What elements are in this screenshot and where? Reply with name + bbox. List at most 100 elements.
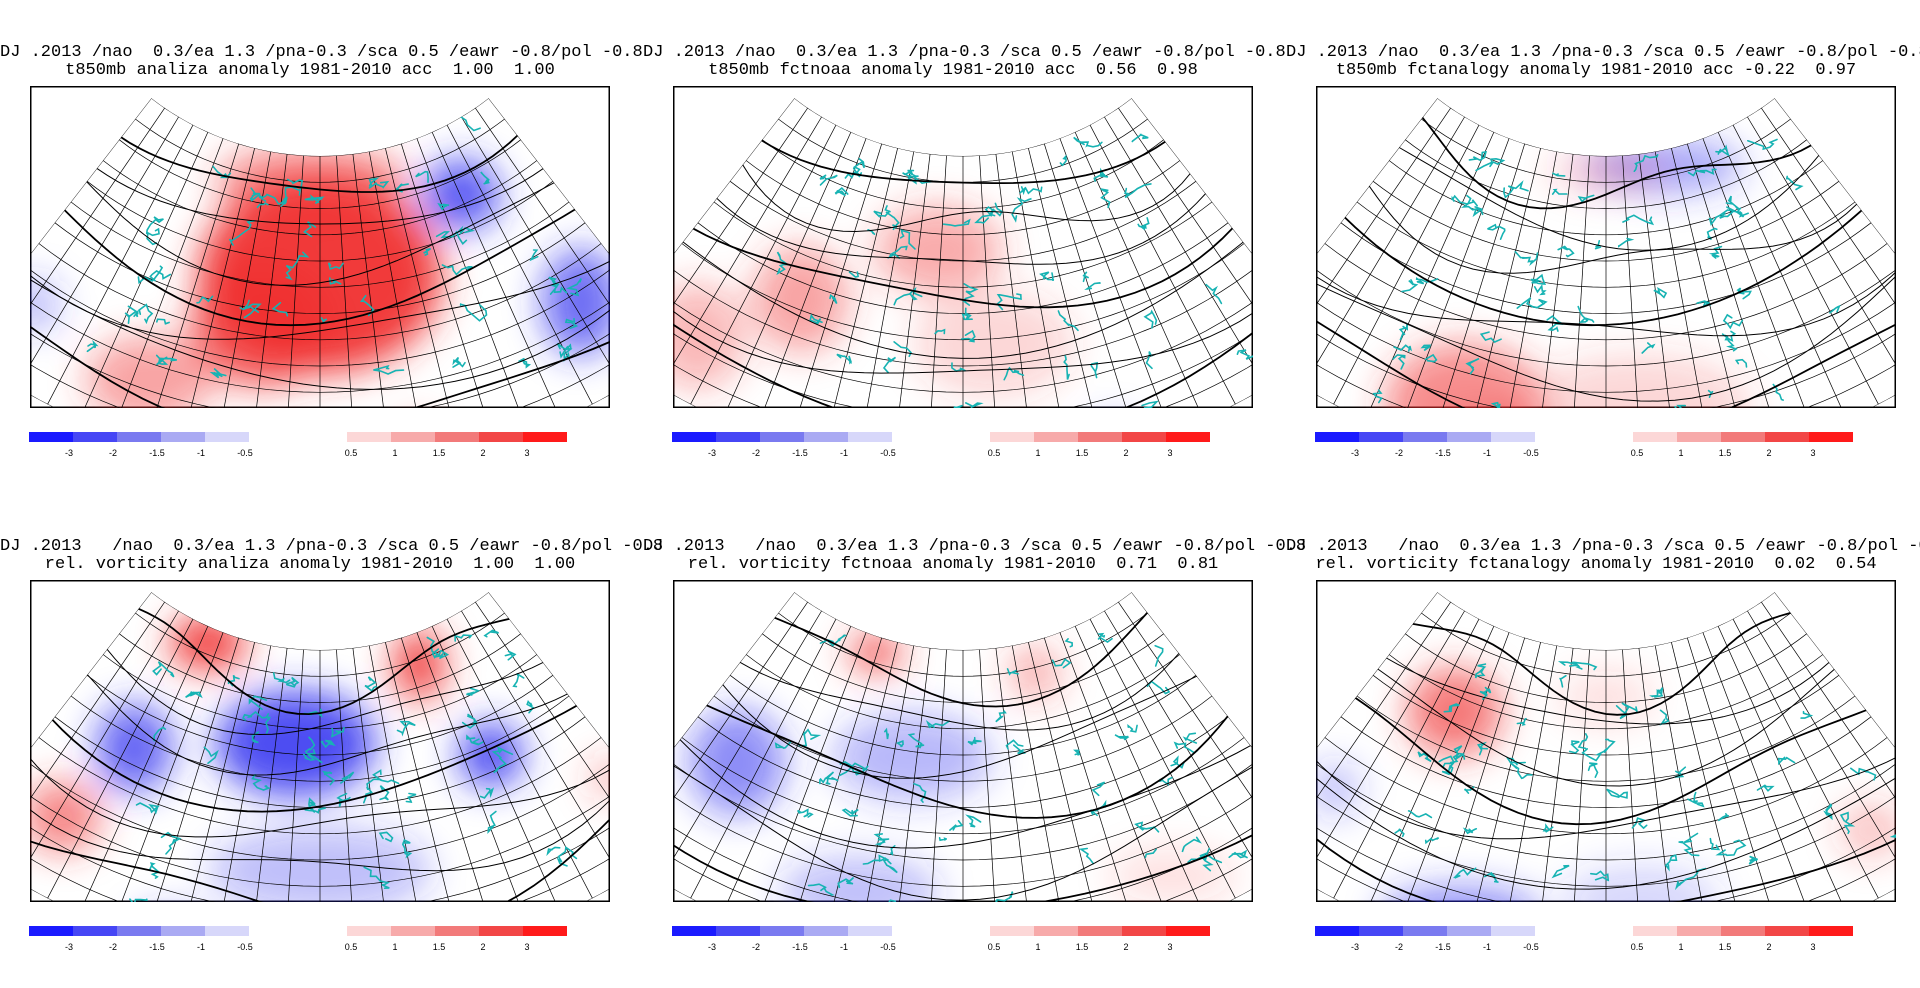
coastlines [1372, 138, 1841, 408]
color-swatch [760, 432, 804, 442]
color-swatch [29, 926, 73, 936]
color-swatch [1809, 432, 1853, 442]
anomaly-area [215, 690, 376, 797]
panel-title-line1: DJ .2013 /nao 0.3/ea 1.3 /pna-0.3 /sca 0… [1286, 43, 1920, 62]
colorbar-tick-label: -2 [752, 448, 760, 458]
colorbar-tick-label: -2 [109, 448, 117, 458]
colorbar-tick-label: 3 [524, 448, 529, 458]
color-swatch [205, 926, 249, 936]
color-swatch [1721, 432, 1765, 442]
color-swatch [73, 432, 117, 442]
contour-lines [30, 134, 610, 408]
colorbar-tick-label: 0.5 [988, 942, 1001, 952]
anomaly-area [1406, 667, 1503, 757]
color-swatch [1403, 926, 1447, 936]
anomaly-area [913, 290, 1074, 398]
anomaly-area [1380, 887, 1541, 902]
color-swatch [1447, 926, 1491, 936]
anomaly-area [1108, 849, 1237, 902]
anomaly-area [592, 756, 610, 800]
color-swatch [1633, 432, 1677, 442]
coastlines [776, 133, 1253, 408]
colorbar-tick-label: 1 [1678, 942, 1683, 952]
colorbar-tick-label: 3 [1167, 942, 1172, 952]
color-swatch [804, 926, 848, 936]
color-swatch [760, 926, 804, 936]
anomaly-area [85, 335, 214, 408]
map-plot [673, 580, 1253, 902]
color-bar: -3 -2 -1.5 -1 -0.5 0.5 1 1.5 2 3 [29, 926, 567, 952]
map-panel: DJ .2013 /nao 0.3/ea 1.3 /pna-0.3 /sca 0… [643, 0, 1286, 460]
map-plot [1316, 580, 1896, 902]
anomaly-area [216, 145, 408, 217]
color-swatch [848, 926, 892, 936]
colorbar-tick-label: 1.5 [1719, 448, 1732, 458]
colorbar-tick-label: 1 [1035, 942, 1040, 952]
colorbar-tick-label: -3 [708, 942, 716, 952]
color-swatch [391, 926, 435, 936]
color-swatch [479, 432, 523, 442]
colorbar-tick-label: -1 [1483, 448, 1491, 458]
colorbar-tick-label: 0.5 [1631, 942, 1644, 952]
colorbar-tick-label: 3 [1810, 942, 1815, 952]
colorbar-tick-label: -3 [65, 942, 73, 952]
anomaly-area [850, 634, 902, 671]
contour-lines [673, 139, 1253, 408]
anomaly-area [874, 205, 1003, 294]
colorbar-tick-label: -0.5 [1523, 942, 1539, 952]
colorbar-tick-label: -2 [109, 942, 117, 952]
colorbar-tick-label: -2 [1395, 942, 1403, 952]
lat-lon-grid [30, 98, 610, 408]
colorbar-tick-label: -0.5 [1523, 448, 1539, 458]
color-swatch [435, 926, 479, 936]
colorbar-tick-label: 2 [1766, 942, 1771, 952]
anomaly-area [190, 263, 332, 388]
color-bar: -3 -2 -1.5 -1 -0.5 0.5 1 1.5 2 3 [672, 432, 1210, 458]
color-swatch [1491, 432, 1535, 442]
panel-title-line2: t850mb fctnoaa anomaly 1981-2010 acc 0.5… [708, 61, 1198, 80]
colorbar-tick-label: 2 [1766, 448, 1771, 458]
map-panel: DJ .2013 /nao 0.3/ea 1.3 /pna-0.3 /sca 0… [0, 0, 643, 460]
map-panel: DJ .2013 /nao 0.3/ea 1.3 /pna-0.3 /sca 0… [1286, 494, 1920, 954]
anomaly-shading [673, 205, 1074, 398]
color-swatch [391, 432, 435, 442]
panel-title-line2: rel. vorticity fctanalogy anomaly 1981-2… [1315, 555, 1877, 574]
colorbar-tick-label: 2 [1123, 448, 1128, 458]
colorbar-tick-label: -1.5 [1435, 448, 1451, 458]
color-swatch [1166, 432, 1210, 442]
colorbar-tick-label: 0.5 [1631, 448, 1644, 458]
color-swatch [672, 432, 716, 442]
colorbar-tick-label: -1 [197, 448, 205, 458]
colorbar-tick-label: -1.5 [1435, 942, 1451, 952]
color-swatch [205, 432, 249, 442]
contour-lines [673, 611, 1253, 902]
colorbar-tick-label: 1.5 [1719, 942, 1732, 952]
map-panel: DJ .2013 /nao 0.3/ea 1.3 /pna-0.3 /sca 0… [0, 494, 663, 954]
colorbar-tick-label: 1.5 [433, 942, 446, 952]
colorbar-tick-label: -0.5 [237, 942, 253, 952]
anomaly-area [1384, 342, 1545, 408]
map-plot [673, 86, 1253, 408]
color-swatch [1765, 432, 1809, 442]
colorbar-tick-label: -1.5 [149, 942, 165, 952]
coastlines [129, 629, 578, 902]
color-swatch [1122, 432, 1166, 442]
colorbar-tick-label: -1 [840, 942, 848, 952]
panel-title-line1: DJ .2013 /nao 0.3/ea 1.3 /pna-0.3 /sca 0… [1286, 537, 1920, 556]
color-swatch [1122, 926, 1166, 936]
colorbar-tick-label: 1.5 [433, 448, 446, 458]
color-swatch [1721, 926, 1765, 936]
contour-lines [1316, 116, 1896, 408]
colorbar-tick-label: 3 [524, 942, 529, 952]
color-swatch [1765, 926, 1809, 936]
panel-title-line2: t850mb analiza anomaly 1981-2010 acc 1.0… [65, 61, 555, 80]
colorbar-tick-label: -0.5 [880, 448, 896, 458]
color-swatch [1034, 432, 1078, 442]
colorbar-tick-label: 3 [1167, 448, 1172, 458]
anomaly-shading [689, 634, 1237, 902]
colorbar-tick-label: 0.5 [988, 448, 1001, 458]
anomaly-area [779, 856, 940, 902]
color-swatch [1447, 432, 1491, 442]
lat-lon-grid [30, 592, 610, 902]
color-swatch [435, 432, 479, 442]
